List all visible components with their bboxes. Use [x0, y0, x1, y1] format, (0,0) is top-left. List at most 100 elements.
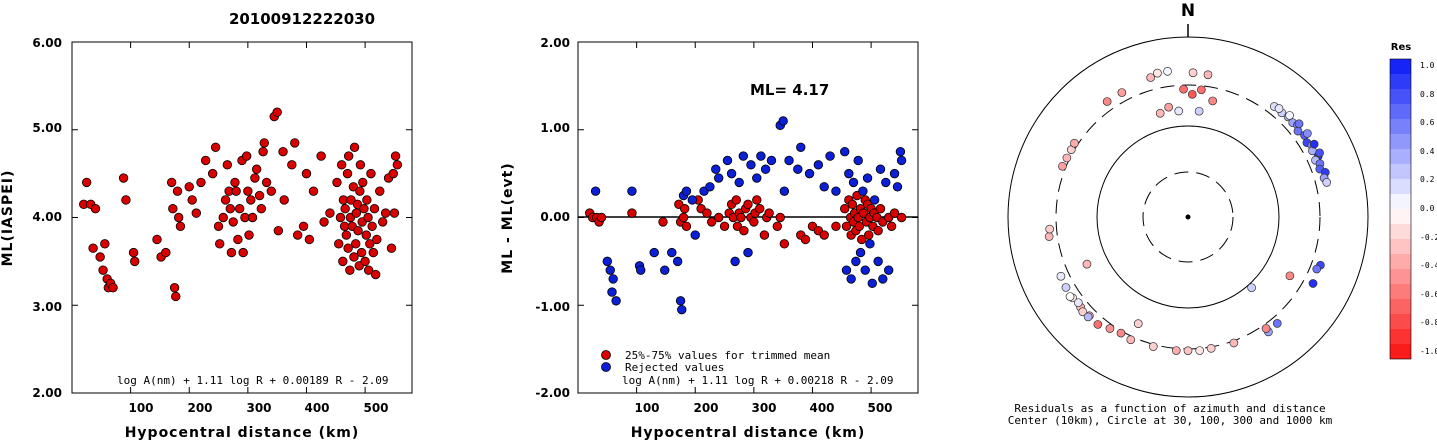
- data-point-accepted: [213, 221, 224, 231]
- polar-center: [1185, 214, 1191, 220]
- polar-station-point: [1062, 153, 1072, 163]
- colorbar-cell: [1390, 149, 1411, 164]
- data-point-accepted: [392, 160, 403, 170]
- colorbar-cell: [1390, 314, 1411, 329]
- data-point-accepted: [166, 177, 177, 188]
- polar-station-point: [1208, 96, 1218, 106]
- data-point-accepted: [367, 221, 377, 231]
- polar-station-point: [1058, 161, 1067, 171]
- data-point-accepted: [361, 230, 371, 240]
- data-point-accepted: [362, 195, 372, 205]
- data-point-accepted: [254, 190, 265, 201]
- data-point-rejected: [873, 256, 883, 267]
- data-point-accepted: [231, 186, 241, 196]
- data-point-accepted: [171, 291, 181, 302]
- colorbar-cell: [1390, 209, 1411, 224]
- data-point-accepted: [889, 208, 900, 218]
- mid-formula: log A(nm) + 1.11 log R + 0.00218 R - 2.0…: [622, 374, 894, 387]
- data-point-rejected: [746, 160, 756, 170]
- data-point-accepted: [287, 160, 297, 170]
- mid-xtick-label: 300: [751, 401, 776, 415]
- data-point-accepted: [108, 283, 118, 293]
- colorbar-cell: [1390, 119, 1411, 134]
- polar-station-point: [1183, 346, 1193, 356]
- data-point-accepted: [365, 239, 375, 249]
- polar-station-point: [1146, 73, 1155, 82]
- data-point-accepted: [244, 230, 254, 240]
- data-point-rejected: [713, 173, 724, 183]
- mid-yaxis-label: ML - ML(evt): [500, 162, 516, 273]
- data-point-accepted: [358, 177, 368, 188]
- legend-accepted-marker: [601, 350, 611, 360]
- data-point-accepted: [864, 230, 874, 240]
- mid-tick-group: [578, 41, 918, 394]
- data-point-accepted: [325, 208, 335, 218]
- polar-station-point: [1105, 324, 1115, 333]
- data-point-accepted: [319, 217, 329, 227]
- polar-station-point: [1061, 283, 1071, 292]
- data-point-accepted: [266, 186, 277, 196]
- polar-station-point: [1082, 259, 1092, 269]
- data-point-accepted: [359, 204, 369, 214]
- data-point-accepted: [191, 208, 201, 218]
- colorbar-cell: [1390, 74, 1411, 89]
- data-point-accepted: [363, 212, 373, 223]
- colorbar-label: 0.8: [1420, 90, 1435, 99]
- data-point-accepted: [857, 234, 867, 245]
- data-point-rejected: [862, 173, 873, 183]
- data-point-rejected: [895, 146, 906, 157]
- polar-station-point: [1045, 224, 1055, 234]
- mid-xtick-label: 100: [634, 401, 659, 415]
- colorbar-cell: [1390, 179, 1411, 194]
- left-xtick-label: 200: [187, 401, 212, 415]
- colorbar-label: 0.6: [1420, 118, 1435, 127]
- data-point-rejected: [846, 274, 856, 284]
- left-xtick-label: 500: [363, 401, 388, 415]
- data-point-accepted: [658, 217, 668, 227]
- data-point-accepted: [172, 186, 183, 196]
- left-tick-group: [72, 41, 412, 394]
- data-point-accepted: [731, 195, 741, 205]
- data-point-rejected: [831, 186, 841, 196]
- polar-station-point: [1117, 88, 1127, 97]
- data-point-accepted: [739, 225, 749, 236]
- data-point-accepted: [335, 212, 346, 223]
- data-point-accepted: [713, 212, 724, 223]
- data-point-rejected: [602, 256, 613, 267]
- data-point-accepted: [366, 168, 376, 179]
- left-ytick-label: 4.00: [32, 210, 62, 224]
- data-point-rejected: [690, 230, 700, 240]
- data-point-rejected: [705, 182, 715, 192]
- data-point-accepted: [278, 146, 288, 157]
- data-point-accepted: [390, 151, 401, 161]
- data-point-accepted: [218, 212, 228, 223]
- colorbar-cell: [1390, 89, 1411, 104]
- data-point-accepted: [207, 168, 218, 179]
- data-point-rejected: [851, 256, 861, 267]
- polar-station-point: [1056, 271, 1066, 281]
- data-point-accepted: [764, 208, 774, 218]
- data-point-rejected: [608, 274, 618, 284]
- data-point-rejected: [860, 265, 870, 275]
- colorbar-cell: [1390, 284, 1411, 299]
- polar-station-point: [1073, 298, 1083, 308]
- data-point-accepted: [200, 155, 211, 166]
- data-point-accepted: [719, 221, 730, 231]
- data-point-accepted: [348, 182, 359, 192]
- data-point-rejected: [677, 304, 687, 315]
- data-point-rejected: [855, 247, 866, 258]
- data-point-accepted: [702, 208, 712, 218]
- data-point-accepted: [370, 269, 381, 280]
- data-point-accepted: [336, 160, 347, 170]
- mid-ytick-label: -1.00: [535, 300, 570, 314]
- left-xtick-label: 400: [304, 401, 329, 415]
- data-point-rejected: [722, 155, 733, 166]
- data-point-rejected: [611, 296, 621, 306]
- legend-rejected-label: Rejected values: [625, 361, 724, 374]
- data-point-rejected: [867, 278, 877, 289]
- data-point-rejected: [853, 155, 863, 166]
- data-point-accepted: [775, 212, 785, 223]
- polar-station-point: [1179, 84, 1188, 94]
- data-point-rejected: [738, 151, 749, 161]
